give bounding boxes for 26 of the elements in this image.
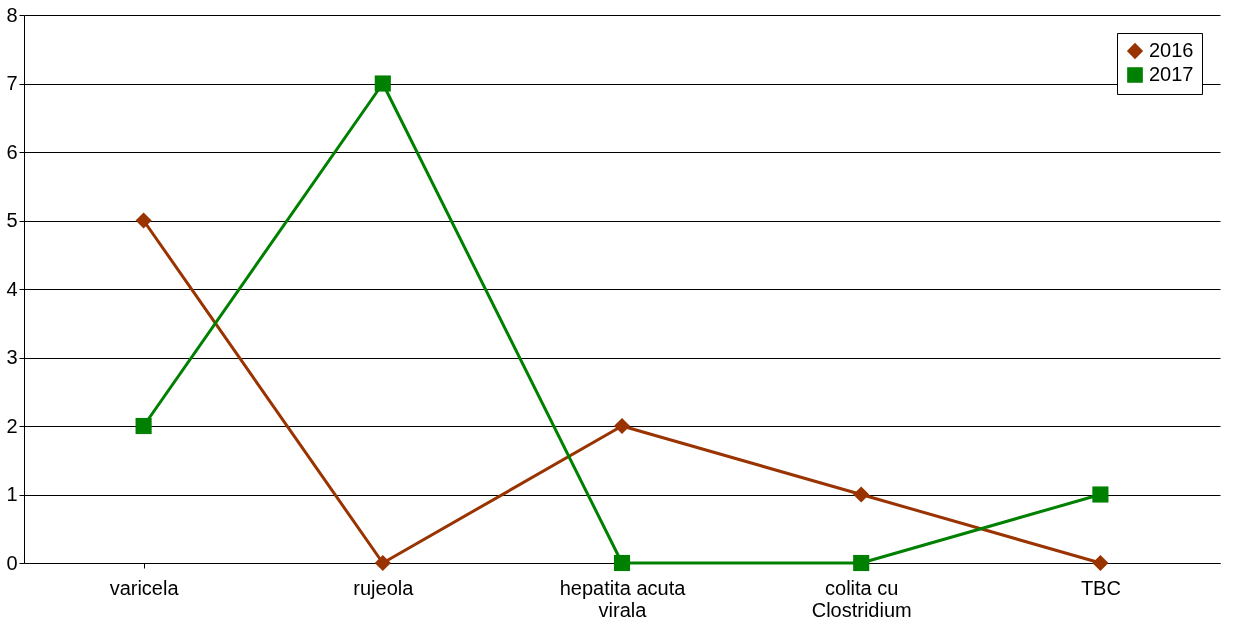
y-tick-label: 7	[6, 72, 18, 94]
point	[1092, 486, 1109, 503]
x-tick-label: varicela	[109, 576, 180, 599]
x-tick-label: colita cu Clostridium	[811, 576, 912, 621]
y-tick-label: 8	[6, 3, 18, 26]
y-tick-label: 2	[6, 414, 18, 437]
y-tick-label: 1	[6, 483, 18, 505]
x-tick-label: TBC	[1080, 576, 1121, 599]
point	[374, 75, 391, 92]
point	[853, 486, 870, 503]
y-tick-label: 0	[6, 551, 18, 574]
x-tick-label: rujeola	[353, 576, 415, 599]
y-tick-label: 5	[6, 209, 18, 231]
point	[135, 212, 152, 229]
point	[374, 554, 391, 572]
legend-label: 2017	[1149, 63, 1194, 85]
y-tick-label: 6	[6, 140, 18, 163]
point	[613, 554, 631, 572]
point	[135, 417, 152, 435]
point	[613, 417, 631, 435]
y-tick-label: 3	[6, 346, 18, 368]
point	[853, 554, 870, 572]
x-tick-label: hepatita acuta virala	[559, 576, 687, 621]
point	[1092, 554, 1109, 572]
legend-label: 2016	[1149, 39, 1194, 61]
y-tick-label: 4	[6, 277, 18, 300]
